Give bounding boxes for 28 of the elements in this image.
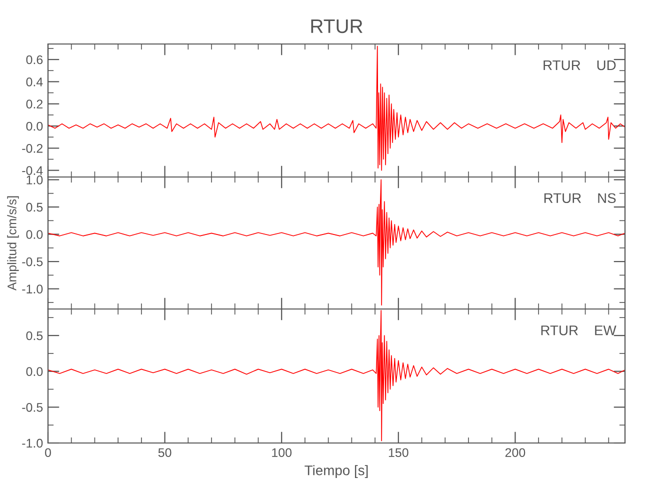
y-tick-label: 0.0: [26, 122, 43, 131]
x-tick-label: 100: [272, 448, 292, 458]
y-tick-label: 0.0: [26, 230, 43, 239]
y-axis-title: Amplitud [cm/s/s]: [7, 196, 19, 291]
y-tick-label: 0.6: [26, 55, 43, 64]
y-tick-label: 0.0: [26, 367, 43, 376]
y-tick-label: -0.2: [22, 144, 43, 153]
x-axis-title: Tiempo [s]: [304, 465, 368, 478]
chart-title: RTUR: [311, 20, 362, 34]
y-tick-label: -0.5: [22, 402, 43, 412]
annotation: RTUR NS: [544, 193, 616, 204]
x-tick-label: 150: [388, 448, 408, 458]
line-series: [48, 46, 625, 171]
annotation: RTUR EW: [541, 326, 616, 336]
x-tick-label: 50: [158, 448, 172, 458]
x-tick-label: 200: [505, 448, 526, 458]
y-tick-label: 0.4: [26, 77, 43, 86]
y-tick-label: 0.5: [26, 331, 43, 340]
y-tick-label: -1.0: [22, 438, 43, 448]
y-tick-label: -0.4: [22, 166, 43, 175]
y-tick-label: 0.5: [26, 202, 43, 212]
annotation: RTUR UD: [544, 60, 616, 70]
line-series: [48, 179, 625, 306]
y-tick-label: 0.2: [26, 100, 43, 108]
y-tick-label: -0.5: [22, 257, 43, 266]
y-tick-label: -1.0: [22, 284, 43, 294]
x-tick-label: 0: [45, 448, 51, 458]
y-tick-label: 1.0: [26, 176, 43, 184]
